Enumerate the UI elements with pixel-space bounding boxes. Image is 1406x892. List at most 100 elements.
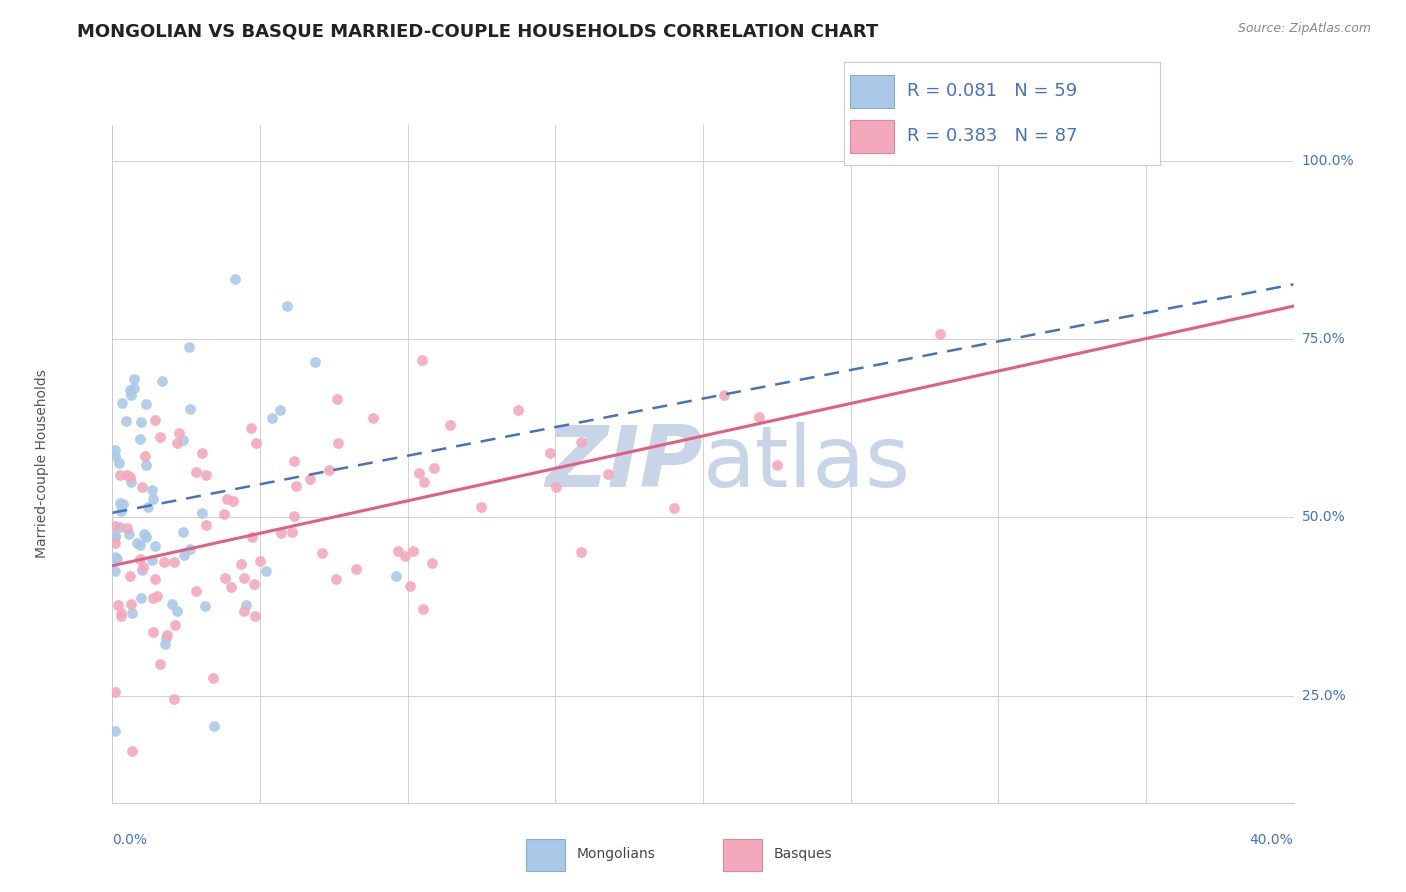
- Point: [104, 536, 127, 550]
- Point: [108, 456, 131, 470]
- Point: [132, 560, 155, 574]
- Point: [111, 395, 134, 409]
- Bar: [526, 839, 565, 871]
- Point: [662, 500, 685, 515]
- Point: [325, 572, 347, 586]
- Point: [569, 435, 592, 450]
- Point: [401, 544, 423, 558]
- Point: [120, 475, 142, 489]
- Text: 0.0%: 0.0%: [112, 833, 148, 847]
- Point: [122, 381, 145, 395]
- Point: [179, 340, 201, 354]
- Point: [233, 604, 256, 618]
- Point: [166, 604, 188, 618]
- Bar: [723, 839, 762, 871]
- Point: [104, 684, 127, 698]
- Point: [104, 449, 127, 463]
- Point: [245, 436, 267, 450]
- Point: [242, 577, 264, 591]
- Point: [231, 558, 253, 572]
- Point: [108, 467, 131, 482]
- Point: [328, 435, 350, 450]
- Point: [143, 572, 166, 586]
- Point: [166, 435, 188, 450]
- Bar: [849, 120, 894, 153]
- Point: [412, 602, 434, 616]
- Point: [134, 526, 156, 541]
- Point: [748, 409, 770, 424]
- Point: [136, 500, 159, 514]
- Point: [121, 606, 143, 620]
- Point: [150, 374, 173, 388]
- Point: [224, 271, 246, 285]
- Point: [104, 442, 127, 457]
- Point: [186, 583, 208, 598]
- Text: 100.0%: 100.0%: [1302, 153, 1354, 168]
- Point: [214, 571, 236, 585]
- Point: [172, 524, 194, 539]
- Point: [928, 326, 950, 341]
- Point: [114, 414, 136, 428]
- Text: 40.0%: 40.0%: [1250, 833, 1294, 847]
- Point: [281, 525, 304, 540]
- Point: [110, 504, 132, 518]
- Point: [311, 546, 333, 560]
- Point: [129, 552, 152, 566]
- Text: Mongolians: Mongolians: [576, 847, 655, 861]
- Point: [222, 494, 245, 508]
- Point: [165, 618, 187, 632]
- Point: [118, 568, 141, 582]
- Point: [131, 480, 153, 494]
- Point: [142, 492, 165, 507]
- Point: [420, 556, 443, 570]
- Point: [153, 555, 176, 569]
- Point: [538, 446, 561, 460]
- Point: [104, 550, 127, 565]
- Text: ZIP: ZIP: [546, 422, 703, 506]
- Point: [190, 446, 212, 460]
- Point: [326, 392, 349, 406]
- Point: [235, 599, 257, 613]
- Point: [242, 530, 264, 544]
- Point: [394, 549, 416, 563]
- Point: [233, 571, 256, 585]
- Point: [239, 421, 262, 435]
- Point: [172, 433, 194, 447]
- Point: [163, 692, 186, 706]
- Point: [129, 591, 152, 605]
- Text: Source: ZipAtlas.com: Source: ZipAtlas.com: [1237, 22, 1371, 36]
- Point: [110, 609, 132, 624]
- Point: [344, 562, 367, 576]
- Point: [283, 509, 305, 524]
- Text: R = 0.383   N = 87: R = 0.383 N = 87: [907, 128, 1077, 145]
- Point: [111, 497, 134, 511]
- Point: [142, 624, 165, 639]
- Point: [128, 538, 150, 552]
- Point: [439, 417, 461, 432]
- Point: [115, 468, 138, 483]
- Point: [194, 467, 217, 482]
- Point: [411, 352, 433, 367]
- Point: [120, 598, 142, 612]
- Point: [408, 466, 430, 480]
- Point: [135, 458, 157, 473]
- Point: [212, 507, 235, 521]
- Point: [104, 724, 127, 739]
- Point: [104, 564, 127, 578]
- Point: [118, 527, 141, 541]
- Point: [127, 535, 149, 549]
- Point: [299, 472, 322, 486]
- Point: [149, 657, 172, 671]
- Text: 25.0%: 25.0%: [1302, 689, 1346, 703]
- Point: [179, 402, 201, 417]
- Text: MONGOLIAN VS BASQUE MARRIED-COUPLE HOUSEHOLDS CORRELATION CHART: MONGOLIAN VS BASQUE MARRIED-COUPLE HOUSE…: [77, 22, 879, 40]
- Point: [569, 545, 592, 559]
- Point: [122, 371, 145, 385]
- Point: [318, 463, 340, 477]
- Point: [135, 397, 157, 411]
- Point: [270, 525, 292, 540]
- Point: [110, 606, 132, 620]
- Point: [115, 521, 138, 535]
- Point: [249, 554, 271, 568]
- Point: [217, 492, 239, 507]
